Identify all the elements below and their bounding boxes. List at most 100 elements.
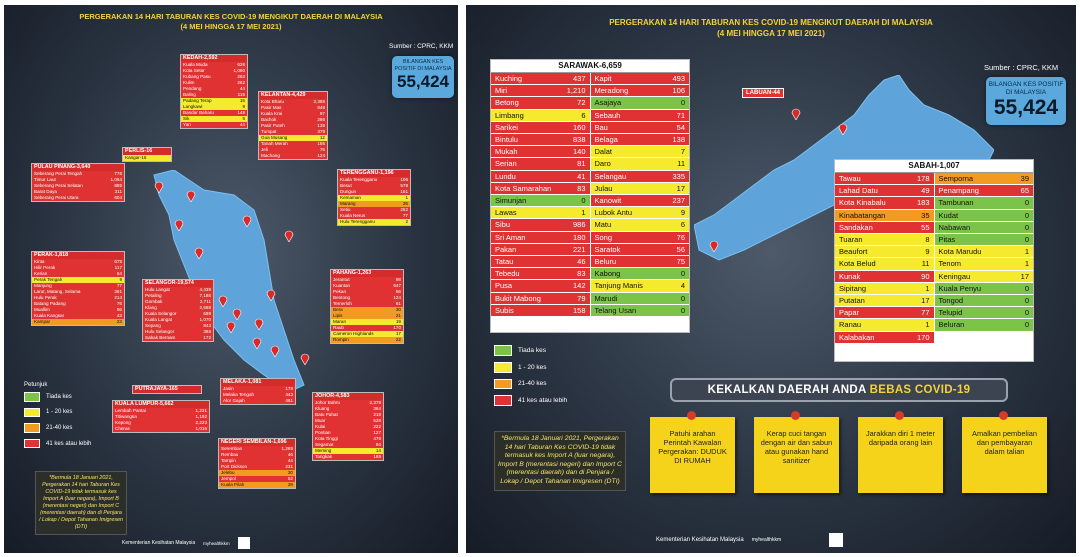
- district-name: Sebauh: [594, 110, 621, 120]
- district-count: 0: [680, 293, 685, 303]
- district-row: Seberang Perai Selatan 885: [32, 183, 124, 189]
- district-row: Meradong 106: [590, 85, 689, 98]
- pushpin-icon: [999, 411, 1008, 420]
- district-name: Gua Musang: [261, 135, 288, 140]
- district-name: Seberang Perai Selatan: [34, 183, 83, 188]
- district-name: Kudat: [938, 210, 959, 220]
- district-row: Hulu Terengganu 2: [338, 219, 410, 225]
- district-count: 178: [285, 386, 293, 391]
- district-row: Kampar 23: [32, 319, 124, 325]
- district-row: Jasin 178: [221, 386, 295, 392]
- district-row: Keningau 17: [934, 270, 1033, 283]
- district-row: Pendang 44: [181, 86, 247, 92]
- district-count: 76: [319, 147, 325, 152]
- district-count: 117: [114, 265, 122, 270]
- district-count: 698: [203, 311, 211, 316]
- district-count: 1: [581, 208, 586, 218]
- district-row: Pasir Puteh 136: [259, 123, 327, 129]
- district-row: Kinabatangan 35: [835, 209, 934, 222]
- district-count: 90: [921, 271, 930, 281]
- district-row: Song 76: [590, 231, 689, 244]
- district-row: Kinta 675: [32, 259, 124, 265]
- district-row: Kepong 2,223: [113, 420, 209, 426]
- district-count: 138: [672, 135, 685, 145]
- district-count: 252: [400, 207, 408, 212]
- district-count: 65: [1020, 186, 1029, 196]
- district-count: 1,265: [281, 446, 294, 451]
- district-count: 77: [921, 308, 930, 318]
- district-row: Jempol 52: [219, 476, 295, 482]
- district-name: Lembah Pantai: [115, 408, 146, 413]
- district-row: Kota Samarahan 83: [491, 182, 590, 196]
- district-name: Kuching: [495, 74, 523, 83]
- district-row: Sipitang 1: [835, 282, 934, 296]
- district-name: Kunak: [839, 271, 861, 281]
- district-row: Seremban 1,265: [219, 446, 295, 452]
- legend-item: Tiada kes: [24, 392, 91, 402]
- labuan-label: LABUAN-44: [742, 88, 785, 98]
- district-row: Temerloh 61: [331, 301, 403, 307]
- sabah-pin-icon: [838, 123, 848, 135]
- tip-note-3: Jarakkan diri 1 meter daripada orang lai…: [858, 411, 943, 493]
- district-name: Hulu Terengganu: [340, 219, 375, 224]
- district-name: Telupid: [938, 308, 963, 318]
- district-name: Rompin: [333, 337, 349, 342]
- district-name: Kanowit: [594, 196, 622, 206]
- district-row: Petaling 7,185: [143, 293, 213, 299]
- district-row: Kubang Pasu 262: [181, 74, 247, 80]
- district-row: Raub 170: [331, 325, 403, 331]
- pushpin-icon: [687, 411, 696, 420]
- district-row: Yan 44: [181, 122, 247, 128]
- district-row: Pekan 56: [331, 289, 403, 295]
- district-name: Keningau: [938, 271, 971, 281]
- district-row: Kulim 262: [181, 80, 247, 86]
- district-name: Tatau: [495, 257, 514, 267]
- district-count: 437: [572, 74, 586, 83]
- district-name: Serian: [495, 159, 517, 169]
- district-name: Timur Laut: [34, 177, 56, 182]
- district-name: Meradong: [594, 86, 629, 96]
- location-pin-icon: [254, 318, 264, 330]
- district-row: Saratok 56: [590, 243, 689, 257]
- district-name: Semporna: [938, 174, 974, 183]
- district-row: Kuala Terengganu 106: [338, 177, 410, 183]
- district-name: Tebedu: [495, 269, 520, 279]
- district-count: 148: [237, 110, 245, 115]
- district-name: Sandakan: [839, 222, 873, 232]
- district-row: Tanjung Manis 4: [590, 280, 689, 293]
- legend-item: 1 - 20 kes: [24, 407, 91, 418]
- district-name: Pasir Mas: [261, 105, 282, 110]
- district-row: Sibu 986: [491, 219, 590, 232]
- kelantan-box: KELANTAN-4,429 Kota Bharu 2,386 Pasir Mas 84…: [258, 91, 328, 160]
- location-pin-icon: [266, 289, 276, 301]
- district-count: 39: [1020, 174, 1029, 183]
- district-row: Bera 30: [331, 307, 403, 313]
- district-row: Lahad Datu 49: [835, 185, 934, 198]
- district-row: Bau 54: [590, 121, 689, 135]
- district-name: Song: [594, 232, 613, 242]
- district-name: Kuantan: [333, 283, 351, 288]
- district-row: Machang 124: [259, 153, 327, 159]
- district-count: 361: [114, 289, 122, 294]
- district-name: Yan: [183, 122, 191, 127]
- district-row: Tatau 46: [491, 256, 590, 269]
- district-name: Kerian: [34, 271, 48, 276]
- district-count: 183: [916, 198, 930, 208]
- district-count: 443: [285, 392, 293, 397]
- location-pin-icon: [194, 247, 204, 259]
- district-row: Subis 158: [491, 304, 590, 318]
- district-row: Simunjan 0: [491, 195, 590, 208]
- district-count: 5: [242, 116, 245, 121]
- district-row: Beaufort 9: [835, 246, 934, 259]
- district-name: Bandar Baharu: [183, 110, 214, 115]
- district-count: 231: [285, 464, 293, 469]
- district-row: Rompin 22: [331, 337, 403, 343]
- district-count: 178: [916, 174, 930, 183]
- location-pin-icon: [218, 295, 228, 307]
- district-name: Kuala Selangor: [145, 311, 177, 316]
- tip-note-2: Kerap cuci tangan dengan air dan sabun a…: [754, 411, 839, 493]
- district-count: 35: [921, 210, 930, 220]
- legend-swatch: [24, 407, 40, 418]
- district-row: Kuala Penyu 0: [934, 282, 1033, 296]
- district-count: 76: [116, 301, 122, 306]
